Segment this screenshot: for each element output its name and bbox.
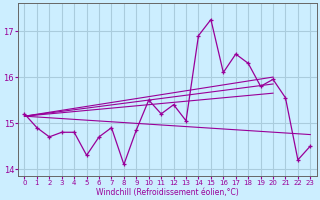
X-axis label: Windchill (Refroidissement éolien,°C): Windchill (Refroidissement éolien,°C) [96,188,239,197]
